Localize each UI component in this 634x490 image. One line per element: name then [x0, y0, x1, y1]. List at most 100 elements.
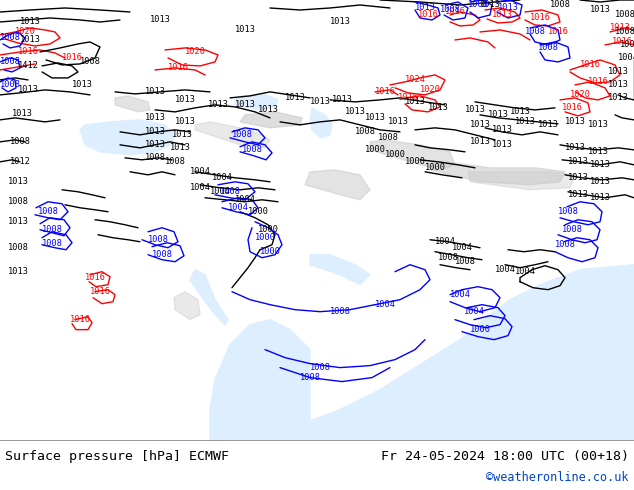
Text: 1000: 1000: [254, 233, 276, 242]
Text: 1008: 1008: [619, 41, 634, 49]
Polygon shape: [310, 255, 370, 285]
Text: 1012: 1012: [10, 157, 30, 166]
Text: 1013: 1013: [590, 160, 611, 170]
Text: 1016: 1016: [444, 7, 465, 17]
Text: 1013: 1013: [404, 98, 425, 106]
Text: 1020: 1020: [15, 27, 36, 36]
Text: 1013: 1013: [415, 3, 436, 12]
Text: 1008: 1008: [455, 257, 476, 266]
Text: 1013: 1013: [470, 137, 491, 147]
Text: 1016: 1016: [89, 287, 110, 296]
Text: 1008: 1008: [148, 235, 169, 244]
Text: 1000: 1000: [365, 146, 385, 154]
Text: 1008: 1008: [354, 127, 375, 136]
Text: 1013: 1013: [8, 217, 29, 226]
Text: 1013: 1013: [330, 18, 351, 26]
Text: 1013: 1013: [488, 110, 508, 120]
Text: 1004: 1004: [451, 243, 472, 252]
Text: 1013: 1013: [257, 105, 278, 114]
Text: 1013: 1013: [207, 100, 228, 109]
Text: 1013: 1013: [491, 125, 512, 134]
Text: 1013: 1013: [235, 25, 256, 34]
Text: 1016: 1016: [398, 94, 418, 102]
Text: 1013: 1013: [174, 118, 195, 126]
Text: 1013: 1013: [145, 113, 165, 122]
Polygon shape: [190, 270, 228, 325]
Text: 1004: 1004: [515, 267, 536, 276]
Text: 1013: 1013: [174, 96, 195, 104]
Text: 1020: 1020: [184, 48, 205, 56]
Text: 1008: 1008: [557, 207, 578, 216]
Text: 1004: 1004: [212, 173, 233, 182]
Polygon shape: [115, 96, 150, 112]
Text: 1008: 1008: [8, 197, 29, 206]
Text: 1013: 1013: [567, 173, 588, 182]
Text: 1008: 1008: [538, 44, 559, 52]
Text: 1013: 1013: [145, 87, 165, 97]
Text: 1013: 1013: [72, 80, 93, 89]
Text: 1008: 1008: [439, 5, 460, 15]
Text: 1016: 1016: [579, 60, 600, 70]
Polygon shape: [210, 265, 634, 440]
Text: 1008: 1008: [299, 373, 321, 382]
Text: 1013: 1013: [607, 80, 628, 89]
Text: 1008: 1008: [164, 157, 186, 166]
Text: 1008: 1008: [309, 363, 330, 372]
Text: 1008: 1008: [555, 240, 576, 249]
Text: 1013: 1013: [510, 107, 531, 117]
Text: Surface pressure [hPa] ECMWF: Surface pressure [hPa] ECMWF: [5, 450, 229, 463]
Text: 1016: 1016: [167, 63, 188, 73]
Text: 1013: 1013: [309, 98, 330, 106]
Text: 1013: 1013: [590, 177, 611, 186]
Text: 1004: 1004: [495, 265, 515, 274]
Text: 1013: 1013: [564, 118, 586, 126]
Text: 1412: 1412: [18, 61, 39, 71]
Text: 1024: 1024: [404, 75, 425, 84]
Polygon shape: [80, 120, 175, 155]
Text: 1016: 1016: [70, 315, 91, 324]
Text: 1013: 1013: [169, 144, 190, 152]
Text: 1013: 1013: [465, 105, 486, 114]
Polygon shape: [174, 292, 200, 319]
Text: 1008: 1008: [0, 57, 20, 67]
Text: 1016: 1016: [529, 14, 550, 23]
Text: 1004: 1004: [618, 53, 634, 62]
Text: 1013: 1013: [8, 267, 29, 276]
Text: 1000: 1000: [425, 163, 446, 172]
Text: 1008: 1008: [219, 187, 240, 196]
Text: 1013: 1013: [365, 113, 385, 122]
Text: 1013: 1013: [145, 127, 165, 136]
Text: 1000: 1000: [247, 207, 269, 216]
Polygon shape: [210, 319, 310, 440]
Text: 1004: 1004: [450, 290, 470, 299]
Text: 1008: 1008: [10, 137, 30, 147]
Text: 1013: 1013: [470, 121, 491, 129]
Polygon shape: [430, 162, 565, 185]
Polygon shape: [468, 172, 575, 190]
Text: 1008: 1008: [41, 239, 63, 248]
Text: 1013: 1013: [11, 109, 32, 119]
Text: 1016: 1016: [548, 27, 569, 36]
Text: 1008: 1008: [0, 33, 20, 43]
Text: 1013: 1013: [607, 68, 628, 76]
Text: 1008: 1008: [0, 80, 20, 89]
Text: Fr 24-05-2024 18:00 UTC (00+18): Fr 24-05-2024 18:00 UTC (00+18): [381, 450, 629, 463]
Text: 1013: 1013: [8, 177, 29, 186]
Text: 1013: 1013: [285, 94, 306, 102]
Text: 1000: 1000: [384, 150, 406, 159]
Text: 1008: 1008: [145, 153, 165, 162]
Text: 1008: 1008: [562, 225, 583, 234]
Text: 1013: 1013: [427, 103, 448, 112]
Polygon shape: [310, 108, 332, 138]
Text: 1008: 1008: [550, 0, 571, 9]
Text: 1013: 1013: [18, 85, 39, 95]
Text: 1016: 1016: [612, 37, 633, 47]
Polygon shape: [235, 95, 278, 110]
Text: 1013: 1013: [515, 118, 536, 126]
Text: 1020: 1020: [569, 90, 590, 99]
Text: 1004: 1004: [190, 183, 210, 192]
Polygon shape: [370, 140, 455, 170]
Text: 1000: 1000: [470, 325, 491, 334]
Text: 1016: 1016: [61, 53, 82, 62]
Text: 1008: 1008: [524, 27, 545, 36]
